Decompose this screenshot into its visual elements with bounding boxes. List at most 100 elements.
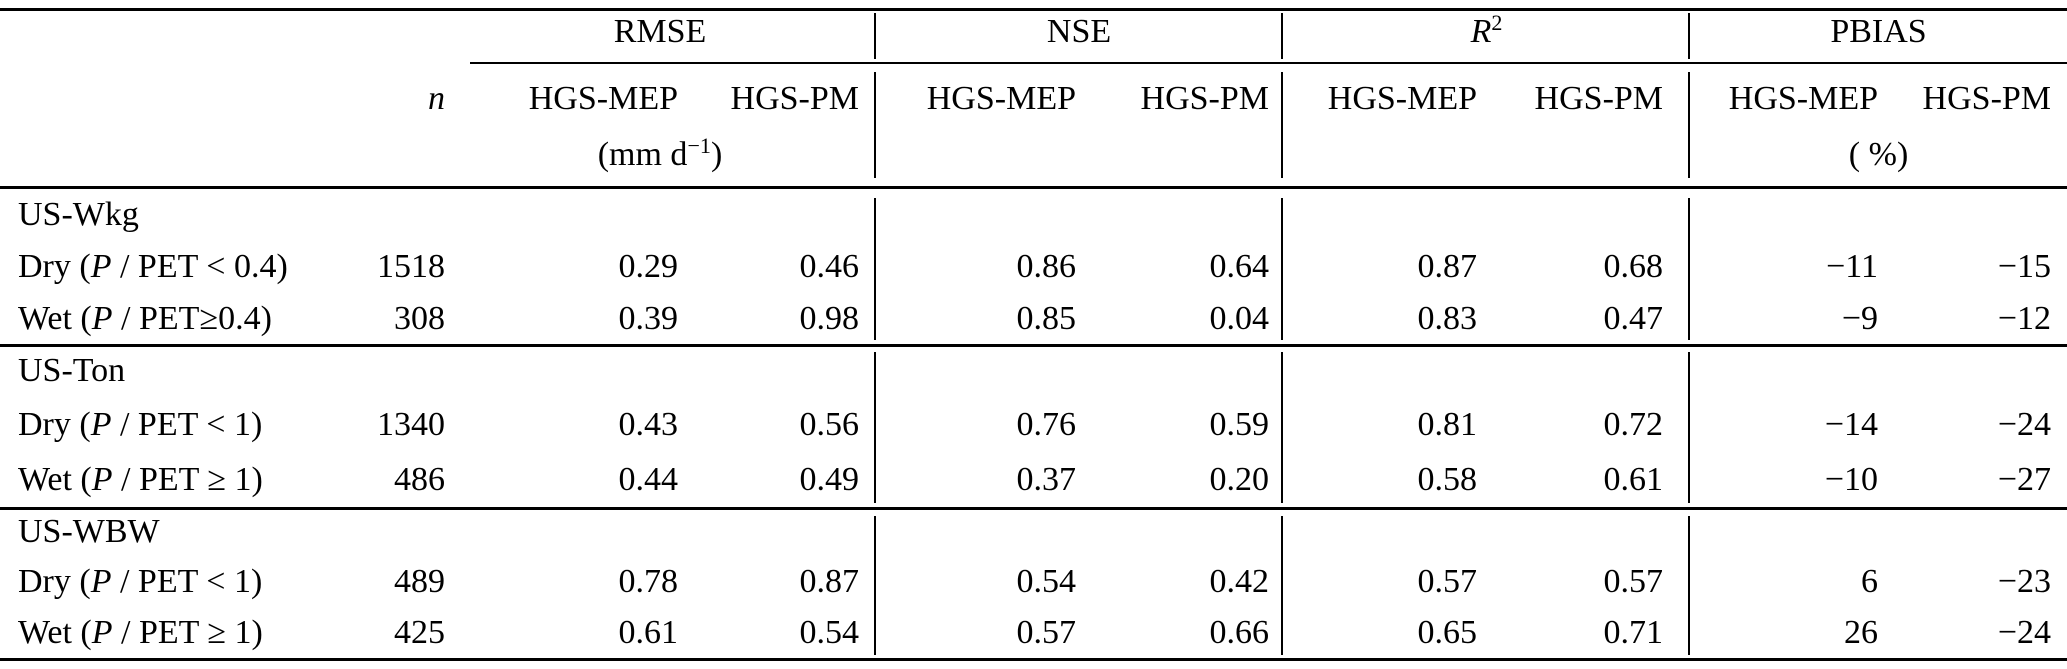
spacer-cell: [875, 134, 1283, 189]
spacer-cell: [0, 64, 330, 134]
metric-value: 0.29: [618, 248, 679, 285]
header-midrule: [470, 62, 2067, 64]
metric-value: −27: [1997, 460, 2052, 498]
metric-value: 0.56: [799, 406, 860, 443]
condition-row-label: Wet (P / PET ≥ 1): [0, 452, 330, 507]
model-column-header: HGS-MEP: [1327, 80, 1478, 117]
metric-value: 0.61: [1603, 460, 1664, 498]
condition-row-label: Wet (P / PET ≥ 1): [0, 607, 330, 658]
metric-value: 0.58: [1417, 460, 1478, 498]
label-text: / PET≥0.4): [112, 299, 272, 337]
label-variable: P: [90, 563, 112, 600]
metric-value: 0.66: [1209, 613, 1270, 651]
spacer-cell: [0, 134, 445, 189]
column-divider: [1688, 72, 1690, 178]
column-divider: [874, 352, 876, 503]
column-divider: [1688, 516, 1690, 655]
metric-value: 0.54: [1016, 563, 1077, 600]
site-row: US-WBW: [0, 507, 2067, 557]
table-row: Wet (P / PET≥0.4) 308 0.39 0.98 0.85 0.0…: [0, 293, 2067, 344]
table-row: Dry (P / PET < 1) 489 0.78 0.87 0.54 0.4…: [0, 557, 2067, 607]
metric-group-label: RMSE: [613, 13, 707, 50]
block-divider-rule-2: [0, 507, 2067, 510]
metric-value: 0.20: [1209, 460, 1270, 498]
metric-group-superscript: 2: [1491, 9, 1503, 35]
unit-text: ): [710, 136, 723, 173]
label-text: / PET < 0.4): [111, 248, 288, 285]
top-rule: [0, 8, 2067, 11]
label-text: / PET ≥ 1): [112, 613, 263, 651]
metric-value: 0.43: [618, 406, 679, 443]
model-column-header: HGS-MEP: [1728, 80, 1879, 117]
model-column-header: HGS-MEP: [528, 80, 678, 117]
metric-value: 0.68: [1603, 248, 1664, 285]
metric-value: 0.81: [1417, 406, 1478, 443]
label-variable: P: [91, 299, 113, 337]
column-divider: [1688, 352, 1690, 503]
label-text: Dry (: [18, 248, 91, 285]
metric-value: 0.44: [618, 460, 679, 498]
column-divider: [1281, 13, 1283, 59]
table-row: Wet (P / PET ≥ 1) 425 0.61 0.54 0.57 0.6…: [0, 607, 2067, 658]
site-row-label: US-Ton: [18, 352, 126, 389]
metric-value: 0.71: [1603, 613, 1664, 651]
metric-value: 0.78: [618, 563, 679, 600]
site-row-label: US-WBW: [18, 513, 160, 550]
metric-group-header-rmse: RMSE: [445, 0, 875, 64]
unit-label-rmse: (mm d−1): [445, 132, 875, 189]
metric-group-header-pbias: PBIAS: [1690, 0, 2067, 64]
table-row: Dry (P / PET < 1) 1340 0.43 0.56 0.76 0.…: [0, 398, 2067, 452]
column-divider: [1688, 13, 1690, 59]
sample-count-value: 1340: [377, 406, 445, 443]
site-row-label: US-Wkg: [18, 196, 139, 233]
metric-group-label: PBIAS: [1830, 13, 1927, 50]
condition-row-label: Dry (P / PET < 1): [0, 398, 330, 452]
metric-value: 0.37: [1016, 460, 1077, 498]
unit-label-pbias: ( %): [1848, 136, 1909, 173]
unit-superscript: −1: [687, 132, 711, 158]
metric-value: 0.65: [1417, 613, 1478, 651]
metric-value: 0.61: [618, 613, 679, 651]
metric-value: 0.87: [1417, 248, 1478, 285]
condition-row-label: Wet (P / PET≥0.4): [0, 293, 330, 344]
metric-value: −9: [1841, 299, 1879, 337]
metric-value: 0.86: [1016, 248, 1077, 285]
metric-group-header-r2: R2: [1283, 0, 1690, 64]
label-variable: P: [91, 460, 113, 498]
metric-value: 0.42: [1209, 563, 1270, 600]
label-variable: P: [90, 406, 112, 443]
metric-value: −23: [1997, 563, 2052, 600]
model-column-header: HGS-MEP: [926, 80, 1076, 117]
metric-value: −12: [1997, 299, 2052, 337]
bottom-rule: [0, 658, 2067, 661]
metric-value: 0.57: [1417, 563, 1478, 600]
metric-value: 0.57: [1016, 613, 1077, 651]
sample-count-value: 425: [394, 613, 445, 651]
column-divider: [874, 72, 876, 178]
sample-count-header: n: [428, 80, 445, 117]
label-text: / PET < 1): [111, 563, 263, 600]
unit-text: (mm d: [597, 136, 688, 173]
label-text: Wet (: [18, 299, 92, 337]
metric-value: 26: [1844, 613, 1879, 651]
column-divider: [1281, 72, 1283, 178]
metric-value: 0.59: [1209, 406, 1270, 443]
label-text: / PET < 1): [111, 406, 263, 443]
metric-value: 0.57: [1603, 563, 1664, 600]
label-text: Wet (: [18, 460, 92, 498]
metric-value: 0.49: [799, 460, 860, 498]
metric-group-header-row: RMSE NSE R2 PBIAS: [0, 0, 2067, 64]
label-text: / PET ≥ 1): [112, 460, 263, 498]
metric-group-label: R: [1470, 13, 1492, 50]
site-row: US-Ton: [0, 344, 2067, 398]
units-row: (mm d−1) ( %): [0, 132, 2067, 189]
sample-count-value: 1518: [377, 248, 445, 285]
label-variable: P: [90, 248, 112, 285]
sample-count-value: 489: [394, 563, 445, 600]
metric-value: 0.47: [1603, 299, 1664, 337]
metric-value: 0.76: [1016, 406, 1077, 443]
column-divider: [874, 198, 876, 340]
metric-value: 0.54: [799, 613, 860, 651]
model-column-header: HGS-PM: [1922, 80, 2052, 117]
